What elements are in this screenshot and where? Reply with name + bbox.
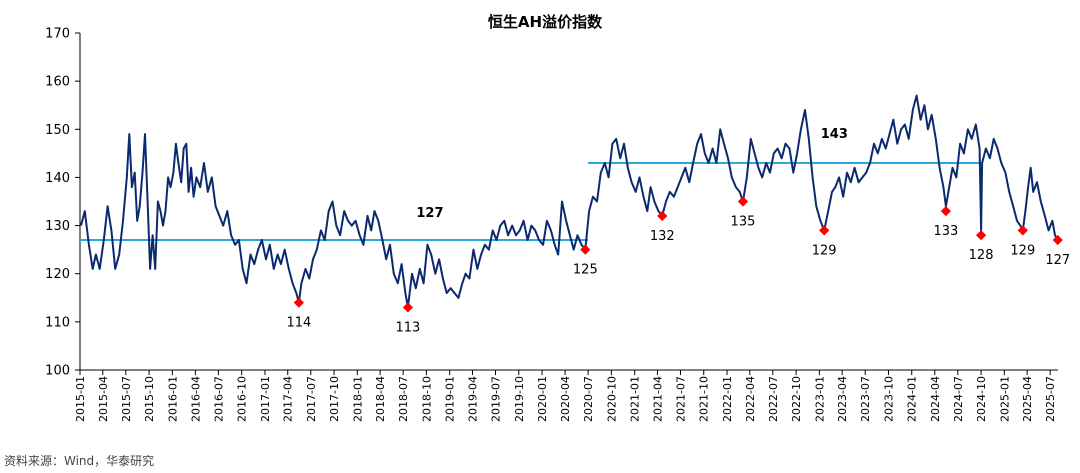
x-tick-label: 2023-10 xyxy=(882,376,895,422)
x-tick-label: 2020-04 xyxy=(559,376,572,422)
low-point-label: 129 xyxy=(1010,243,1035,258)
low-point-marker xyxy=(1017,225,1028,236)
x-tick-label: 2019-01 xyxy=(444,376,457,422)
x-tick-label: 2018-10 xyxy=(420,376,433,422)
x-tick-label: 2019-04 xyxy=(466,376,479,422)
x-tick-label: 2019-10 xyxy=(513,376,526,422)
x-tick-label: 2021-07 xyxy=(674,376,687,422)
low-point-marker xyxy=(580,244,591,255)
x-tick-label: 2021-10 xyxy=(698,376,711,422)
low-point-label: 128 xyxy=(969,248,994,263)
ah-premium-line xyxy=(80,94,1059,309)
x-tick-label: 2025-01 xyxy=(998,376,1011,422)
x-tick-label: 2021-01 xyxy=(629,376,642,422)
x-tick-label: 2019-07 xyxy=(489,376,502,422)
low-point-label: 113 xyxy=(396,320,421,335)
low-point-label: 135 xyxy=(731,215,756,230)
y-tick-label: 150 xyxy=(45,123,70,138)
x-tick-label: 2024-01 xyxy=(906,376,919,422)
source-note: 资料来源：Wind，华泰研究 xyxy=(4,454,155,468)
y-tick-label: 110 xyxy=(45,315,70,330)
x-tick-label: 2022-07 xyxy=(767,376,780,422)
x-tick-label: 2025-04 xyxy=(1021,376,1034,422)
x-tick-label: 2017-10 xyxy=(328,376,341,422)
low-point-label: 127 xyxy=(1045,253,1070,268)
x-tick-label: 2024-07 xyxy=(952,376,965,422)
x-tick-label: 2022-10 xyxy=(790,376,803,422)
x-tick-label: 2016-01 xyxy=(166,376,179,422)
average-label: 143 xyxy=(821,127,848,142)
x-tick-label: 2016-07 xyxy=(212,376,225,422)
x-tick-label: 2016-04 xyxy=(189,376,202,422)
x-tick-label: 2018-04 xyxy=(374,376,387,422)
x-tick-label: 2015-10 xyxy=(143,376,156,422)
y-tick-label: 160 xyxy=(45,75,70,90)
y-tick-label: 120 xyxy=(45,267,70,282)
x-tick-label: 2021-04 xyxy=(651,376,664,422)
average-label: 127 xyxy=(416,206,443,221)
x-tick-label: 2023-01 xyxy=(813,376,826,422)
x-axis: 2015-01 2015-04 2015-07 2015-10 2016-01 2016-… xyxy=(74,369,1058,422)
low-point-label: 125 xyxy=(573,263,598,278)
x-tick-label: 2022-04 xyxy=(744,376,757,422)
x-tick-label: 2020-07 xyxy=(582,376,595,422)
x-tick-label: 2023-07 xyxy=(859,376,872,422)
low-point-marker xyxy=(819,225,830,236)
chart-title: 恒生AH溢价指数 xyxy=(488,13,603,31)
low-point-marker xyxy=(1052,234,1063,246)
low-point-marker xyxy=(940,206,951,217)
x-tick-label: 2015-07 xyxy=(120,376,133,422)
y-tick-label: 140 xyxy=(45,171,70,186)
low-point-marker xyxy=(737,196,749,207)
x-tick-label: 2018-01 xyxy=(351,376,364,422)
x-tick-label: 2015-04 xyxy=(97,376,110,422)
x-tick-label: 2020-01 xyxy=(536,376,549,422)
low-point-marker xyxy=(975,230,987,241)
x-tick-label: 2024-10 xyxy=(975,376,988,422)
x-tick-label: 2017-07 xyxy=(305,376,318,422)
low-point-label: 132 xyxy=(650,229,675,244)
low-point-label: 129 xyxy=(812,243,837,258)
x-tick-label: 2017-01 xyxy=(259,376,272,422)
x-tick-label: 2015-01 xyxy=(74,376,87,422)
x-tick-label: 2023-04 xyxy=(836,376,849,422)
low-point-label: 133 xyxy=(933,224,958,239)
x-tick-label: 2017-04 xyxy=(282,376,295,422)
x-tick-label: 2024-04 xyxy=(929,376,942,422)
x-tick-label: 2018-07 xyxy=(397,376,410,422)
y-tick-label: 170 xyxy=(45,27,70,42)
x-tick-label: 2022-01 xyxy=(721,376,734,422)
x-tick-label: 2016-10 xyxy=(236,376,249,422)
y-tick-label: 130 xyxy=(45,219,70,234)
series-group xyxy=(80,94,1059,309)
x-tick-label: 2020-10 xyxy=(605,376,618,422)
low-point-marker xyxy=(402,302,414,313)
low-point-label: 114 xyxy=(286,316,311,331)
y-axis: 100 110 120 130 140 150 160 170 xyxy=(45,27,81,379)
x-tick-label: 2025-07 xyxy=(1044,376,1057,422)
reference-lines: 127 143 xyxy=(80,127,982,242)
low-point-markers: 114 113 125 132 135 129 133 128 129 127 xyxy=(286,196,1070,335)
low-point-marker xyxy=(293,297,304,308)
y-tick-label: 100 xyxy=(45,364,70,379)
